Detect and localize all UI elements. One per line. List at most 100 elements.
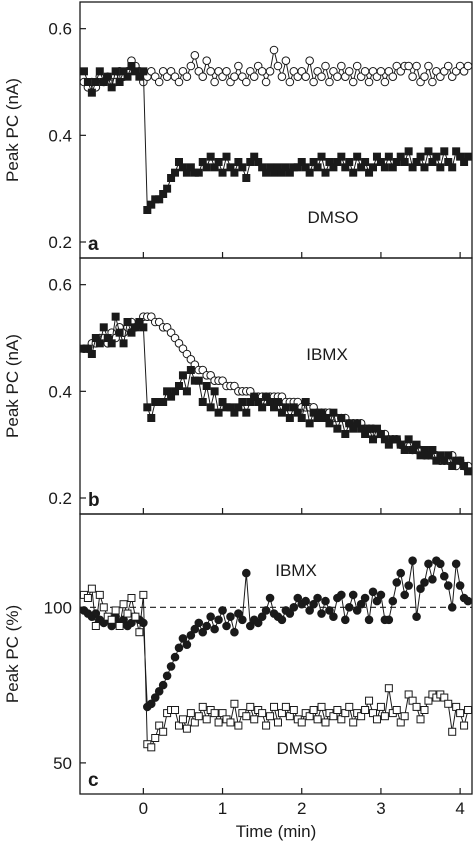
data-point (242, 568, 251, 578)
data-point (285, 77, 295, 87)
data-point (416, 584, 425, 593)
y-tick-label: 0.6 (48, 276, 72, 295)
data-point (171, 706, 180, 714)
data-point (214, 158, 223, 166)
data-point (281, 702, 290, 711)
data-point (321, 168, 330, 177)
x-tick-label: 4 (455, 799, 464, 818)
data-point (277, 72, 287, 81)
y-tick-label: 100 (44, 598, 72, 617)
data-point (178, 715, 187, 724)
data-point (119, 600, 128, 609)
data-point (420, 578, 429, 587)
data-point (337, 61, 346, 71)
data-point (309, 77, 318, 87)
data-point (202, 382, 211, 390)
y-axis-title: Peak PC (nA) (3, 334, 22, 438)
data-point (238, 398, 247, 406)
data-point (226, 612, 235, 621)
data-point (455, 581, 465, 590)
data-point (443, 61, 453, 71)
data-point (404, 435, 413, 444)
data-point (147, 414, 156, 422)
data-point (273, 718, 282, 727)
data-point (107, 339, 116, 348)
data-point (91, 622, 100, 630)
data-point (301, 398, 310, 406)
data-point (230, 168, 239, 177)
data-point (448, 163, 457, 172)
data-point (364, 77, 374, 87)
data-point (380, 77, 390, 87)
data-point (277, 615, 287, 625)
data-point (230, 699, 239, 708)
data-point (392, 706, 401, 714)
data-point (218, 606, 227, 615)
data-point (182, 640, 192, 649)
data-point (265, 67, 275, 76)
data-point (182, 387, 191, 396)
series-filled-square (79, 312, 473, 476)
data-point (202, 163, 211, 172)
data-point (182, 72, 192, 81)
data-point (451, 559, 461, 569)
panel-b: 0.2 0.4 0.6 Peak PC (nA) b IBMX (3, 257, 473, 515)
data-point (79, 67, 88, 76)
plot-frame (79, 257, 473, 515)
data-point (99, 323, 108, 332)
data-point (249, 72, 259, 81)
data-point (404, 581, 413, 590)
data-point (352, 606, 362, 615)
data-point (139, 323, 148, 332)
data-point (424, 559, 433, 569)
data-point (234, 609, 243, 618)
data-point (202, 56, 212, 65)
data-point (230, 72, 239, 81)
series-filled-circle (79, 556, 473, 712)
data-point (317, 702, 326, 711)
data-point (372, 596, 382, 606)
data-point (329, 612, 338, 621)
series-filled-square (79, 62, 473, 214)
plot-frame (79, 1, 473, 259)
data-point (428, 446, 437, 454)
data-point (139, 67, 148, 76)
data-point (436, 163, 445, 172)
data-point (317, 72, 326, 81)
y-tick-label: 0.4 (48, 382, 72, 401)
data-point (285, 414, 294, 422)
data-point (107, 83, 116, 92)
data-point (238, 163, 247, 172)
data-point (305, 168, 314, 177)
data-point (400, 158, 409, 166)
data-point (281, 56, 291, 65)
data-point (396, 568, 406, 578)
data-point (360, 67, 370, 76)
data-point (258, 709, 267, 718)
data-point (412, 61, 421, 71)
data-point (170, 652, 180, 662)
data-point (206, 152, 215, 161)
x-tick-label: 2 (297, 799, 306, 818)
data-point (384, 152, 393, 161)
data-point (87, 584, 96, 593)
annotation-dmso: DMSO (277, 739, 328, 758)
data-point (353, 152, 362, 161)
data-point (305, 419, 314, 428)
data-point (325, 419, 334, 428)
data-point (428, 575, 437, 584)
data-point (440, 147, 449, 156)
data-point (344, 67, 354, 76)
data-point (202, 621, 212, 631)
data-point (345, 158, 354, 166)
data-point (412, 612, 421, 621)
panel-letter: c (88, 770, 99, 791)
y-tick-label: 50 (53, 754, 72, 773)
data-point (206, 67, 215, 76)
data-point (150, 693, 160, 702)
data-point (87, 350, 96, 358)
data-point (159, 398, 168, 406)
data-point (443, 581, 453, 590)
data-point (194, 712, 203, 721)
